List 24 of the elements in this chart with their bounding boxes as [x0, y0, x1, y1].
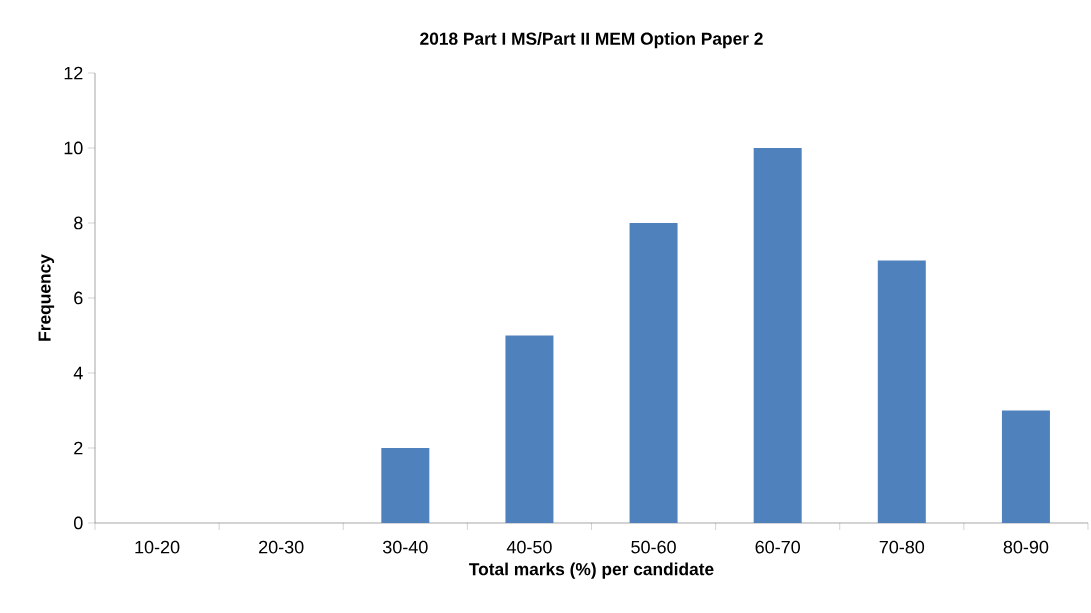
chart-title: 2018 Part I MS/Part II MEM Option Paper 2 [420, 32, 763, 49]
bar [1001, 410, 1050, 523]
x-tick-label: 70-80 [879, 540, 925, 554]
x-tick-label: 10-20 [135, 540, 180, 554]
x-axis-title: Total marks (%) per candidate [469, 562, 714, 579]
x-tick-label: 40-50 [506, 540, 552, 554]
x-tick-label: 50-60 [631, 540, 676, 554]
x-tick-label: 60-70 [755, 540, 800, 554]
y-tick-label: 8 [74, 216, 83, 230]
x-tick-label: 80-90 [1003, 540, 1049, 554]
x-tick-label: 20-30 [259, 540, 304, 554]
y-tick-label: 10 [64, 141, 83, 155]
y-tick-label: 2 [74, 441, 83, 455]
y-axis-title: Frequency [38, 254, 55, 341]
y-tick-label: 6 [74, 291, 83, 305]
y-tick-label: 4 [73, 366, 83, 380]
bar [629, 222, 678, 523]
x-tick-label: 30-40 [382, 540, 428, 554]
bar [877, 260, 926, 523]
bar [505, 335, 554, 523]
y-tick-label: 12 [64, 66, 83, 80]
y-tick-label: 0 [74, 516, 83, 530]
bar [753, 147, 802, 523]
bar [381, 447, 430, 523]
